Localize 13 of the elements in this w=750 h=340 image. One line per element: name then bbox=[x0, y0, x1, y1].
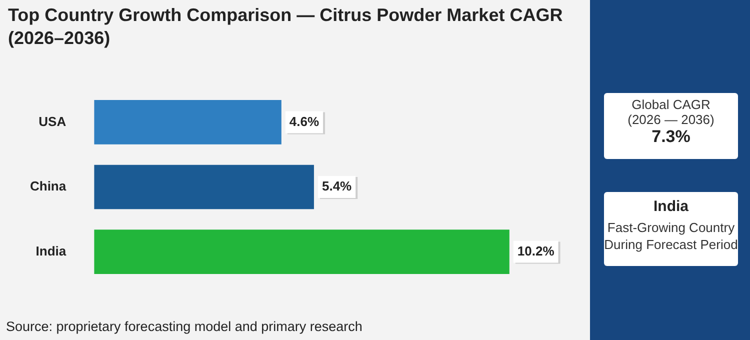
text: Global CAGR bbox=[630, 97, 712, 112]
chart-title: Top Country Growth Comparison — Citrus Powder Market CAGR (2026–2036) bbox=[8, 4, 564, 50]
text: Fast-Growing Country During Forecast Period bbox=[604, 219, 738, 253]
y-tick-label: China bbox=[30, 178, 67, 194]
text: 7.3% bbox=[650, 127, 692, 147]
text: (2026 — 2036) bbox=[626, 112, 716, 127]
data-label: 10.2% bbox=[517, 243, 555, 258]
y-tick-label: India bbox=[36, 243, 67, 258]
data-label: 4.6% bbox=[289, 114, 320, 129]
data-label: 5.4% bbox=[322, 178, 352, 194]
text: India bbox=[652, 198, 690, 215]
source-note: Source: proprietary forecasting model and primary research bbox=[6, 319, 362, 334]
y-tick-label: USA bbox=[38, 114, 67, 129]
